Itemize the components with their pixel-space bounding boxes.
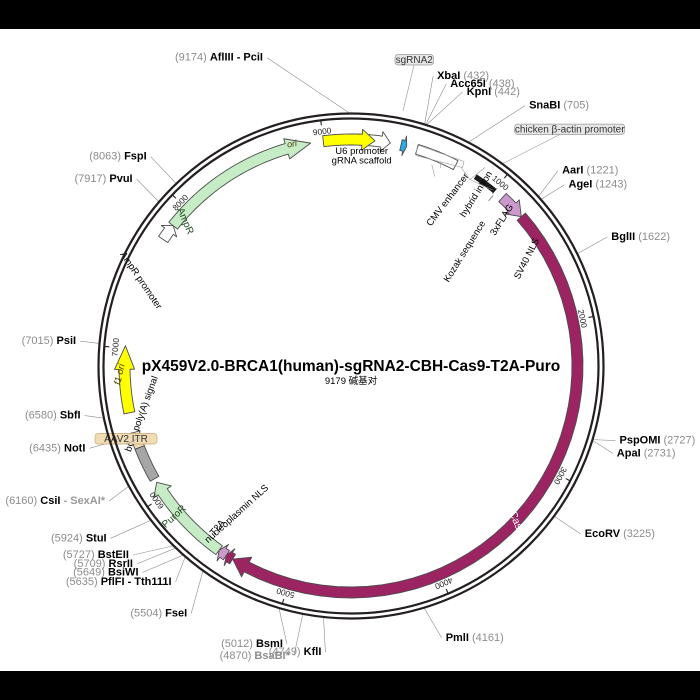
svg-text:gRNA scaffold: gRNA scaffold <box>332 156 392 167</box>
svg-text:chicken β-actin promoter: chicken β-actin promoter <box>515 124 625 135</box>
svg-text:sgRNA2: sgRNA2 <box>396 55 434 66</box>
svg-text:(6580) SbfI: (6580) SbfI <box>25 410 81 422</box>
svg-text:ori: ori <box>286 138 299 150</box>
svg-text:3xFLAG: 3xFLAG <box>488 202 516 237</box>
svg-text:(4870) BsaBI*: (4870) BsaBI* <box>220 650 291 662</box>
svg-text:CMV enhancer: CMV enhancer <box>425 171 472 228</box>
svg-text:BglII (1622): BglII (1622) <box>611 231 670 243</box>
svg-text:AmpR promoter: AmpR promoter <box>117 250 164 312</box>
svg-text:(5504) FseI: (5504) FseI <box>130 607 187 619</box>
svg-text:EcoRV (3225): EcoRV (3225) <box>585 528 655 540</box>
svg-text:PspOMI (2727): PspOMI (2727) <box>620 435 696 447</box>
svg-text:SV40 NLS: SV40 NLS <box>512 237 542 282</box>
svg-text:ApaI (2731): ApaI (2731) <box>617 447 676 459</box>
svg-text:(7015) PsiI: (7015) PsiI <box>22 335 76 347</box>
svg-text:AgeI (1243): AgeI (1243) <box>569 179 628 191</box>
svg-text:(6160) CsiI - SexAI*: (6160) CsiI - SexAI* <box>5 495 105 507</box>
svg-text:pX459V2.0-BRCA1(human)-sgRNA2-: pX459V2.0-BRCA1(human)-sgRNA2-CBH-Cas9-T… <box>142 358 561 375</box>
svg-text:KpnI (442): KpnI (442) <box>467 86 520 98</box>
svg-text:(9174) AflIII - PciI: (9174) AflIII - PciI <box>175 52 263 64</box>
svg-text:7000: 7000 <box>110 337 121 357</box>
svg-text:(7917) PvuI: (7917) PvuI <box>75 173 133 185</box>
svg-text:(8063) FspI: (8063) FspI <box>89 151 146 163</box>
svg-text:(5012) BsmI: (5012) BsmI <box>221 638 283 650</box>
svg-text:(6435) NotI: (6435) NotI <box>29 442 85 454</box>
svg-text:9179 碱基对: 9179 碱基对 <box>325 375 378 387</box>
svg-text:(5727) BstEII: (5727) BstEII <box>63 549 129 561</box>
svg-text:(5924) StuI: (5924) StuI <box>51 532 107 544</box>
svg-text:SnaBI (705): SnaBI (705) <box>529 100 589 112</box>
svg-text:AarI (1221): AarI (1221) <box>562 165 618 177</box>
svg-text:Kozak sequence: Kozak sequence <box>442 219 489 284</box>
svg-text:PmlI (4161): PmlI (4161) <box>446 632 504 644</box>
